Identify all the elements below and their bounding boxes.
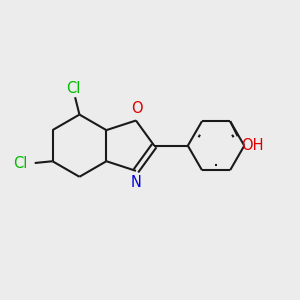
Text: Cl: Cl (67, 81, 81, 96)
Text: N: N (131, 176, 142, 190)
Text: Cl: Cl (13, 155, 28, 170)
Text: OH: OH (241, 139, 264, 154)
Text: O: O (131, 101, 142, 116)
